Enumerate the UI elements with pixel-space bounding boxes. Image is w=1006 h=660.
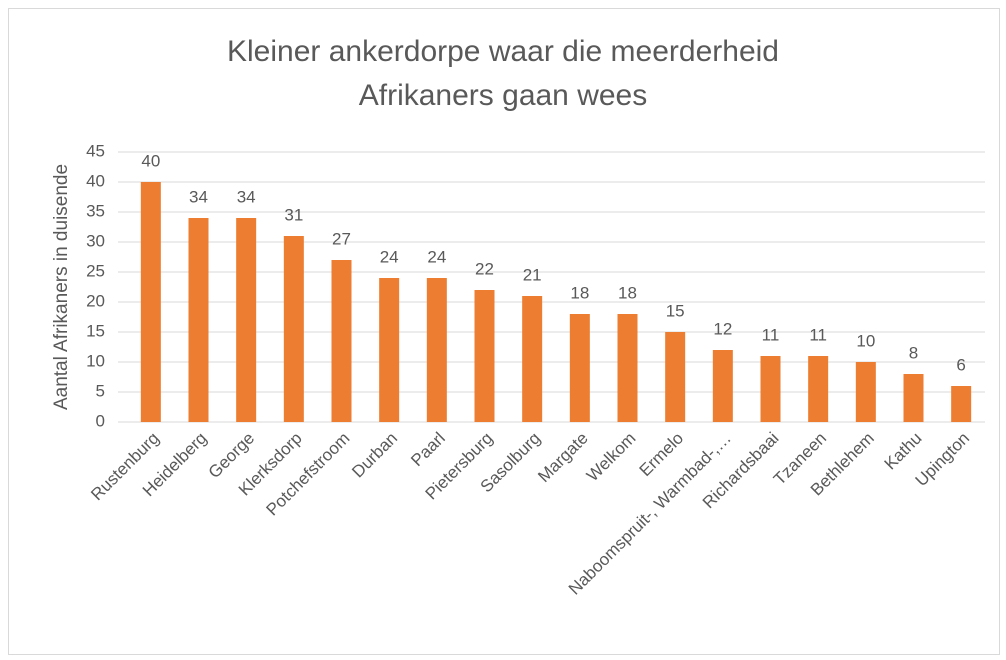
chart-title: Kleiner ankerdorpe waar die meerderheid …: [227, 35, 779, 112]
y-tick-label: 35: [86, 201, 105, 220]
bar: [617, 314, 638, 422]
value-label: 31: [284, 205, 303, 224]
bar: [426, 278, 447, 422]
bar: [712, 350, 733, 422]
bar: [283, 236, 304, 422]
y-axis-label: Aantal Afrikaners in duisende: [51, 164, 72, 410]
bar: [951, 386, 972, 422]
bar: [331, 260, 352, 422]
value-label: 6: [956, 355, 965, 374]
y-tick-label: 0: [96, 411, 105, 430]
y-tick-label: 45: [86, 141, 105, 160]
bar: [808, 356, 829, 422]
y-tick-label: 25: [86, 261, 105, 280]
value-label: 8: [909, 343, 918, 362]
y-tick-label: 5: [96, 381, 105, 400]
value-label: 12: [713, 319, 732, 338]
y-tick-label: 15: [86, 321, 105, 340]
bar: [522, 296, 543, 422]
value-label: 11: [762, 325, 780, 344]
y-tick-label: 40: [86, 171, 105, 190]
bar: [760, 356, 781, 422]
y-tick-label: 10: [86, 351, 105, 370]
bar: [474, 290, 495, 422]
value-label: 18: [570, 283, 589, 302]
value-label: 22: [475, 259, 494, 278]
value-label: 11: [809, 325, 827, 344]
value-label: 24: [427, 247, 446, 266]
value-label: 10: [856, 331, 875, 350]
bar: [569, 314, 590, 422]
value-label: 21: [523, 265, 542, 284]
value-label: 34: [237, 187, 256, 206]
bar: [188, 218, 209, 422]
value-label: 24: [380, 247, 399, 266]
bar: [236, 218, 257, 422]
value-label: 18: [618, 283, 637, 302]
bar: [855, 362, 876, 422]
bar: [379, 278, 400, 422]
bar: [140, 182, 161, 422]
bar: [903, 374, 924, 422]
y-tick-label: 20: [86, 291, 105, 310]
bar: [665, 332, 686, 422]
y-tick-label: 30: [86, 231, 105, 250]
value-label: 15: [666, 301, 685, 320]
value-label: 27: [332, 229, 351, 248]
value-label: 34: [189, 187, 208, 206]
value-label: 40: [141, 151, 160, 170]
